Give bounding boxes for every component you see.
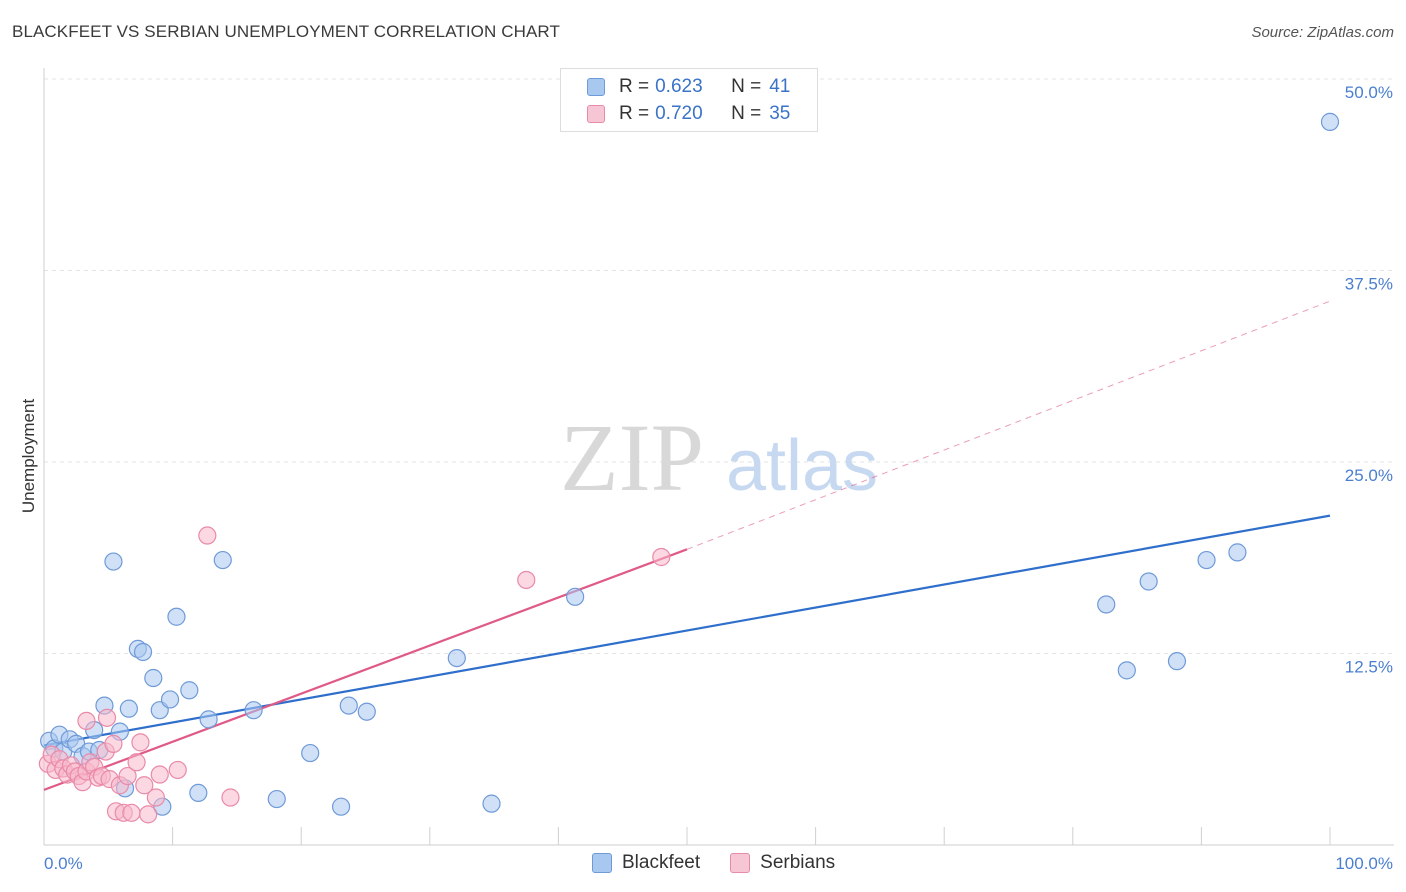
blackfeet-point	[119, 699, 138, 718]
data-points	[38, 112, 1340, 824]
blackfeet-point	[199, 710, 218, 729]
blackfeet-point	[133, 642, 153, 662]
y-tick-label: 12.5%	[1345, 658, 1393, 677]
serbians-point	[139, 805, 158, 824]
trend-lines	[43, 300, 1331, 791]
serbians-point	[517, 570, 536, 590]
blackfeet-swatch	[592, 853, 612, 873]
blackfeet-point	[566, 587, 585, 606]
legend-label-blackfeet: Blackfeet	[622, 852, 701, 873]
serbians-point	[150, 765, 169, 784]
legend-r-label: R =	[619, 76, 650, 97]
serbians-point	[652, 547, 671, 567]
serbians-point	[118, 766, 137, 786]
watermark-zip: ZIP	[560, 404, 704, 511]
serbians-point	[127, 753, 146, 772]
serbians-trend-extension	[686, 300, 1331, 550]
series-legend: Blackfeet Serbians	[592, 852, 865, 874]
x-tick-label: 100.0%	[1335, 854, 1393, 873]
serbians-point	[122, 803, 141, 822]
x-tick-label: 0.0%	[44, 854, 83, 873]
blackfeet-point	[1097, 595, 1116, 614]
watermark: ZIP atlas	[560, 404, 878, 511]
axes	[43, 68, 1394, 846]
blackfeet-swatch	[587, 78, 605, 96]
blackfeet-point	[160, 690, 180, 709]
legend-row-serbians: R = 0.720 N = 35	[587, 102, 790, 126]
serbians-point	[221, 788, 240, 807]
blackfeet-point	[267, 789, 286, 809]
legend-item-blackfeet: Blackfeet	[592, 852, 700, 874]
legend-r-label: R =	[619, 103, 650, 124]
legend-r-value: 0.720	[655, 103, 703, 124]
serbians-point	[97, 708, 117, 727]
serbians-point	[135, 776, 154, 795]
blackfeet-point	[1320, 112, 1340, 131]
tick-labels: 12.5% 25.0% 37.5% 50.0% 0.0% 100.0%	[44, 83, 1393, 873]
serbians-point	[77, 711, 96, 731]
blackfeet-point	[244, 701, 263, 720]
y-axis-label: Unemployment	[19, 399, 38, 514]
legend-label-serbians: Serbians	[760, 852, 836, 873]
blackfeet-point	[1117, 661, 1136, 680]
serbians-trend-line	[43, 548, 688, 791]
serbians-point	[168, 760, 187, 780]
serbians-swatch	[730, 853, 751, 873]
legend-item-serbians: Serbians	[730, 852, 835, 874]
blackfeet-point	[301, 743, 320, 763]
y-tick-label: 25.0%	[1345, 466, 1393, 485]
blackfeet-point	[104, 552, 123, 571]
blackfeet-point	[1139, 572, 1158, 591]
blackfeet-point	[189, 783, 208, 803]
blackfeet-point	[144, 668, 163, 688]
correlation-legend: R = 0.623 N = 41 R = 0.720 N = 35	[560, 68, 818, 132]
y-tick-label: 37.5%	[1345, 275, 1393, 294]
serbians-point	[198, 526, 217, 545]
blackfeet-point	[1167, 652, 1187, 671]
serbians-swatch	[587, 105, 605, 123]
legend-n-label: N =	[731, 76, 762, 97]
serbians-point	[131, 733, 150, 752]
blackfeet-point	[1197, 550, 1216, 570]
serbians-point	[146, 788, 165, 807]
chart-title: BLACKFEET VS SERBIAN UNEMPLOYMENT CORREL…	[12, 22, 560, 41]
blackfeet-point	[167, 607, 186, 626]
serbians-point	[104, 734, 123, 753]
blackfeet-point	[213, 550, 232, 570]
legend-n-label: N =	[731, 103, 762, 124]
y-tick-label: 50.0%	[1345, 83, 1393, 102]
blackfeet-point	[180, 681, 199, 700]
legend-n-value: 35	[769, 103, 791, 124]
gridlines	[44, 78, 1394, 654]
blackfeet-point	[482, 794, 501, 813]
blackfeet-point	[339, 696, 358, 715]
blackfeet-point	[447, 648, 466, 668]
watermark-atlas: atlas	[726, 426, 878, 506]
legend-r-value: 0.623	[655, 76, 703, 97]
legend-row-blackfeet: R = 0.623 N = 41	[587, 75, 790, 99]
blackfeet-point	[1228, 543, 1247, 562]
blackfeet-point	[331, 797, 351, 816]
legend-n-value: 41	[769, 76, 791, 97]
source-label: Source: ZipAtlas.com	[1251, 24, 1394, 41]
blackfeet-point	[357, 702, 376, 721]
